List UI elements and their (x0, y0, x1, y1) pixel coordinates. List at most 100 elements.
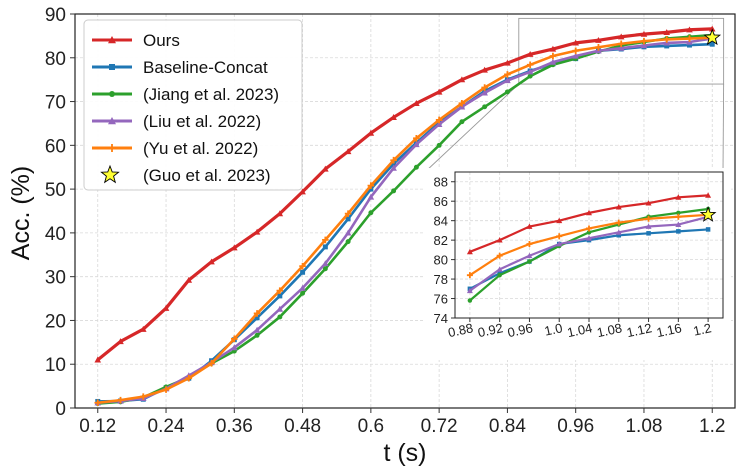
legend-label: (Yu et al. 2022) (143, 139, 258, 158)
data-point (277, 293, 283, 299)
legend-box (83, 19, 303, 191)
data-point (254, 315, 260, 321)
data-point (526, 61, 534, 69)
data-point (367, 193, 375, 200)
inset-data-point (645, 215, 652, 222)
inset-data-point (466, 287, 473, 294)
data-point (299, 284, 306, 291)
inset-data-point (526, 252, 533, 259)
inset-data-point (556, 233, 563, 240)
legend-marker (109, 91, 115, 97)
inset-data-point (699, 206, 717, 222)
y-tick-label: 20 (45, 311, 66, 332)
data-point (595, 36, 602, 43)
legend-marker (108, 144, 116, 152)
x-tick-label: 0.36 (216, 416, 253, 437)
inset-data-point (496, 237, 503, 243)
inset-x-tick-label: 0.92 (476, 320, 504, 340)
inset-y-tick-label: 80 (434, 253, 448, 268)
inset-data-point (676, 229, 681, 234)
data-point (94, 399, 102, 407)
data-point (253, 310, 261, 317)
inset-data-point (586, 235, 592, 241)
data-point (185, 276, 193, 283)
data-point (481, 89, 488, 96)
data-point (231, 244, 238, 251)
series-line (96, 27, 713, 362)
data-point (344, 229, 352, 236)
inset-y-tick-label: 88 (434, 175, 448, 190)
legend-entry: (Jiang et al. 2023) (92, 85, 279, 104)
data-point (94, 356, 102, 363)
y-tick-label: 30 (45, 268, 66, 289)
data-point (504, 77, 511, 84)
inset-data-point (615, 219, 622, 226)
data-point (549, 52, 557, 60)
x-tick-label: 1.08 (625, 416, 662, 437)
inset-y-tick-label: 74 (434, 311, 448, 326)
y-tick-label: 50 (45, 180, 66, 201)
zoom-connector-line (722, 84, 725, 173)
data-point (458, 100, 466, 107)
inset-x-tick-label: 1.08 (596, 320, 624, 340)
x-tick-label: 0.12 (79, 416, 116, 437)
legend-marker (109, 64, 115, 70)
inset-series-ours (466, 192, 712, 255)
legend-label: Baseline-Concat (143, 58, 268, 77)
data-point (572, 47, 579, 55)
inset-data-point (526, 223, 533, 229)
inset-data-point (586, 209, 592, 216)
inset-data-point (676, 210, 681, 216)
data-point (413, 164, 419, 170)
inset-data-point (616, 233, 622, 238)
legend-label: Ours (143, 31, 180, 50)
data-point (504, 71, 511, 78)
main-tick-labels: 0.12 0.24 0.36 0.48 0.6 0.72 0.84 0.96 1.08 1.2 0 1… (45, 5, 726, 437)
data-point (345, 239, 351, 245)
plot-border (74, 13, 736, 409)
data-point (253, 228, 261, 235)
data-point (640, 37, 648, 45)
inset-data-point (526, 241, 533, 248)
data-point (322, 266, 328, 272)
data-point (617, 44, 625, 51)
inset-data-point (675, 213, 682, 220)
data-point (345, 216, 351, 222)
inset-data-point (645, 223, 652, 229)
data-point (686, 35, 693, 42)
legend-label: (Jiang et al. 2023) (143, 85, 279, 104)
x-tick-label: 0.48 (284, 416, 321, 437)
data-point (595, 43, 602, 51)
data-point (687, 42, 692, 48)
legend-marker (108, 36, 116, 44)
inset-data-point (645, 200, 652, 206)
inset-data-point (496, 266, 503, 272)
data-point (413, 141, 420, 148)
data-point (572, 52, 579, 59)
zoom-connector-line (424, 83, 520, 173)
inset-data-point (586, 230, 592, 235)
inset-y-tick-label: 82 (434, 233, 448, 248)
data-point (413, 135, 420, 142)
x-tick-label: 0.72 (421, 416, 458, 437)
data-point (299, 188, 306, 195)
data-point (481, 66, 488, 73)
data-point (640, 42, 648, 49)
data-point (703, 28, 722, 46)
inset-x-tick-label: 1.2 (692, 320, 713, 338)
zoom-region-box (518, 17, 725, 85)
data-point (686, 26, 693, 33)
data-point (253, 326, 261, 333)
data-point (162, 386, 170, 393)
data-point (208, 258, 215, 265)
data-point (139, 393, 147, 400)
data-point (527, 73, 533, 79)
y-tick-label: 40 (45, 224, 66, 245)
y-axis-label: Acc. (%) (7, 166, 35, 260)
data-point (322, 236, 329, 244)
zoom-guide-lines (424, 17, 725, 173)
inset-data-point (615, 229, 622, 235)
data-point (117, 396, 124, 404)
data-point (231, 344, 238, 351)
